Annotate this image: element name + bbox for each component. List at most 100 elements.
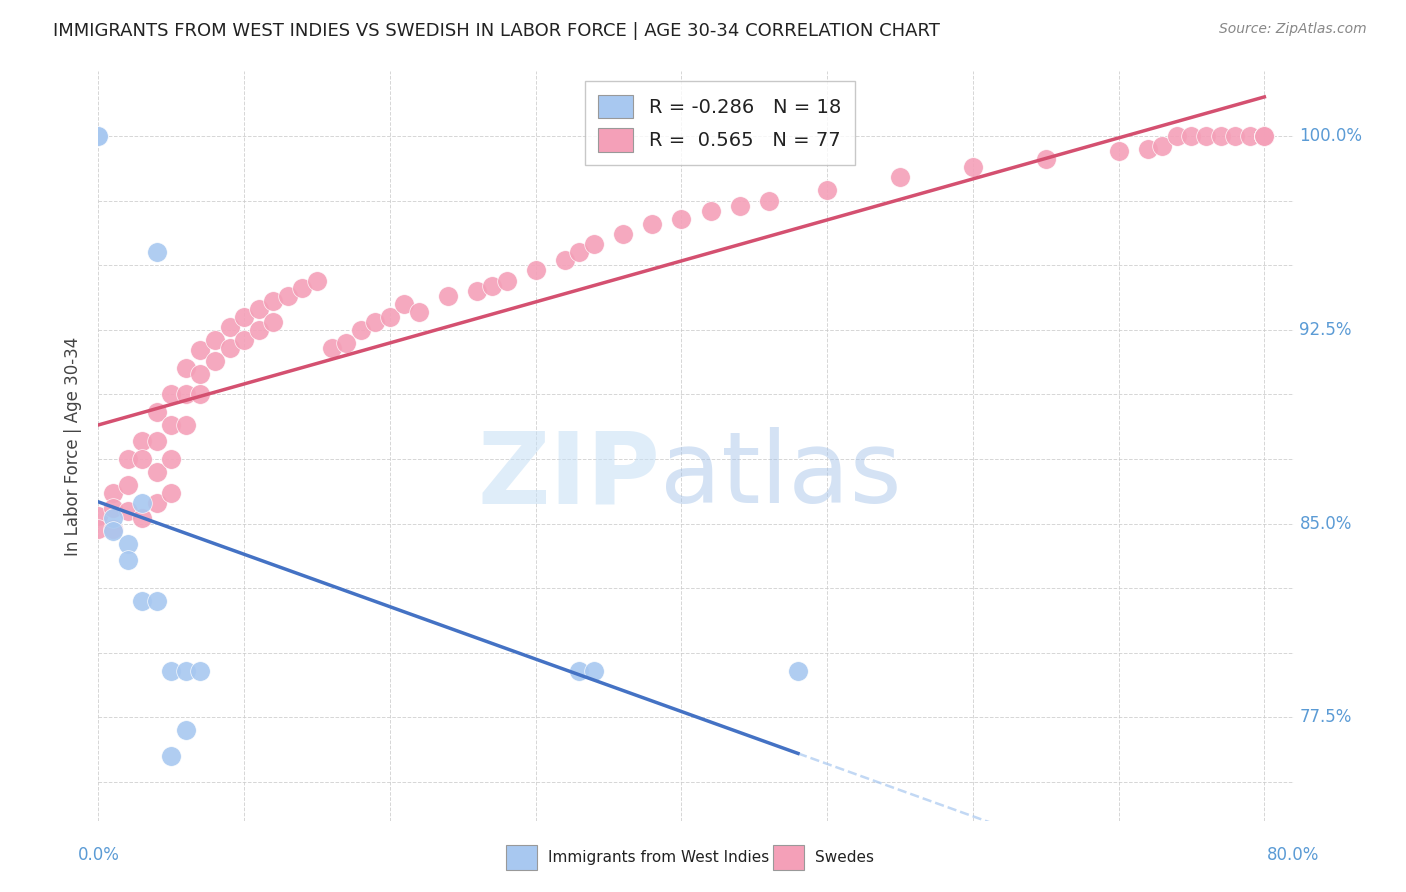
Point [1180, 128, 1202, 143]
Point [612, 227, 634, 241]
Point [117, 477, 139, 491]
Point [117, 552, 139, 566]
Point [671, 211, 693, 226]
Text: 92.5%: 92.5% [1299, 321, 1353, 339]
Point [408, 304, 430, 318]
Point [131, 451, 153, 466]
Point [815, 183, 838, 197]
Point [758, 194, 780, 208]
Point [321, 341, 343, 355]
Point [889, 170, 911, 185]
Text: Source: ZipAtlas.com: Source: ZipAtlas.com [1219, 22, 1367, 37]
Point [394, 297, 416, 311]
Point [568, 245, 591, 260]
Text: 85.0%: 85.0% [1299, 515, 1353, 533]
Point [364, 315, 387, 329]
Point [131, 496, 153, 510]
Point [1152, 139, 1174, 153]
Point [277, 289, 299, 303]
Point [568, 664, 591, 678]
Text: IMMIGRANTS FROM WEST INDIES VS SWEDISH IN LABOR FORCE | AGE 30-34 CORRELATION CH: IMMIGRANTS FROM WEST INDIES VS SWEDISH I… [53, 22, 941, 40]
Point [87, 128, 110, 143]
Legend: R = -0.286   N = 18, R =  0.565   N = 77: R = -0.286 N = 18, R = 0.565 N = 77 [585, 81, 855, 166]
Point [174, 664, 197, 678]
Point [262, 315, 284, 329]
Text: atlas: atlas [661, 427, 901, 524]
Point [190, 343, 212, 358]
Point [1253, 128, 1275, 143]
Point [1166, 128, 1188, 143]
Point [174, 723, 197, 738]
Point [1225, 128, 1247, 143]
Text: 77.5%: 77.5% [1299, 708, 1353, 726]
Point [1253, 128, 1275, 143]
Point [145, 434, 167, 448]
Point [174, 387, 197, 401]
Point [101, 485, 124, 500]
Point [160, 485, 183, 500]
Point [131, 434, 153, 448]
Point [101, 511, 124, 525]
Point [174, 361, 197, 376]
Point [117, 537, 139, 551]
Point [1035, 152, 1057, 166]
Point [699, 203, 721, 218]
Point [87, 128, 110, 143]
Text: Swedes: Swedes [815, 850, 875, 864]
Point [218, 320, 240, 334]
Point [787, 664, 810, 678]
Point [437, 289, 460, 303]
Point [1195, 128, 1218, 143]
Point [160, 418, 183, 433]
Point [204, 353, 226, 368]
Point [1253, 128, 1275, 143]
Point [190, 387, 212, 401]
Point [204, 333, 226, 347]
Point [233, 310, 256, 324]
Point [160, 387, 183, 401]
Point [1209, 128, 1232, 143]
Point [962, 160, 984, 174]
Point [1239, 128, 1261, 143]
Point [145, 465, 167, 479]
Text: 0.0%: 0.0% [77, 847, 120, 864]
Point [131, 594, 153, 608]
Text: 100.0%: 100.0% [1299, 127, 1362, 145]
Point [554, 252, 576, 267]
Point [350, 323, 373, 337]
Point [101, 522, 124, 536]
Point [467, 284, 489, 298]
Point [495, 274, 517, 288]
Point [1108, 145, 1130, 159]
Point [87, 508, 110, 523]
Point [160, 749, 183, 764]
Point [131, 511, 153, 525]
Point [378, 310, 401, 324]
Point [728, 199, 751, 213]
Point [1253, 128, 1275, 143]
Point [641, 217, 664, 231]
Point [582, 664, 605, 678]
Point [145, 594, 167, 608]
Point [160, 664, 183, 678]
Point [145, 496, 167, 510]
Point [582, 237, 605, 252]
Y-axis label: In Labor Force | Age 30-34: In Labor Force | Age 30-34 [65, 336, 83, 556]
Point [87, 522, 110, 536]
Point [291, 281, 314, 295]
Point [117, 451, 139, 466]
Point [190, 367, 212, 381]
Point [190, 664, 212, 678]
Point [247, 323, 270, 337]
Point [262, 294, 284, 309]
Point [101, 501, 124, 516]
Point [524, 263, 547, 277]
Point [233, 333, 256, 347]
Point [160, 451, 183, 466]
Point [305, 274, 328, 288]
Point [174, 418, 197, 433]
Text: ZIP: ZIP [477, 427, 661, 524]
Point [101, 524, 124, 539]
Point [481, 278, 503, 293]
Point [335, 335, 357, 350]
